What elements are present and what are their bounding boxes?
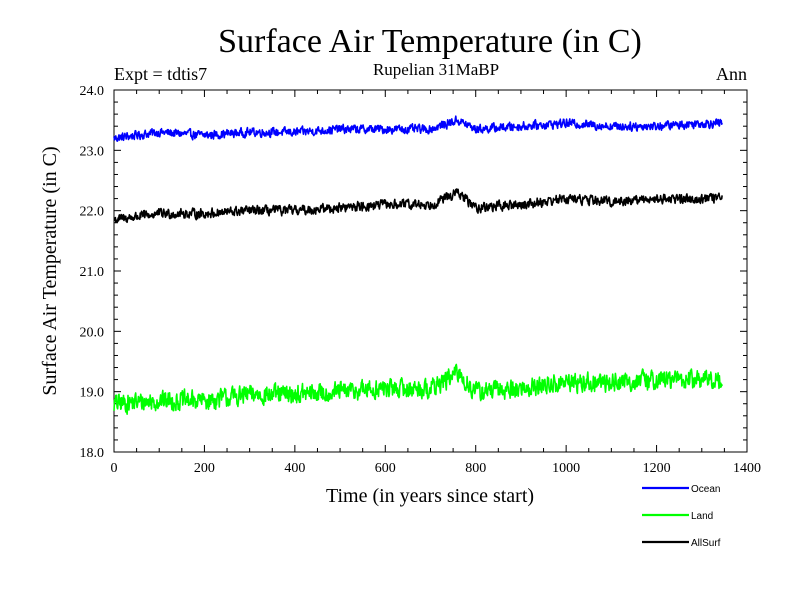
y-tick-label: 23.0 (80, 144, 105, 159)
legend-label-allsurf: AllSurf (691, 538, 721, 549)
chart-title: Surface Air Temperature (in C) (218, 23, 642, 60)
season-label: Ann (716, 64, 747, 84)
x-axis-label: Time (in years since start) (326, 485, 534, 507)
y-tick-label: 22.0 (80, 205, 105, 220)
experiment-label: Expt = tdtis7 (114, 64, 207, 84)
x-tick-label: 800 (465, 461, 486, 476)
y-tick-label: 19.0 (80, 386, 105, 401)
series-layer (113, 115, 723, 416)
y-tick-label: 18.0 (80, 446, 105, 461)
x-tick-label: 200 (194, 461, 215, 476)
y-axis-label: Surface Air Temperature (in C) (39, 146, 61, 395)
x-tick-label: 1400 (733, 461, 761, 476)
x-axis: 0 200 400 600 800 1000 1200 1400 (111, 90, 761, 476)
x-tick-label: 1000 (552, 461, 580, 476)
series-line-land (113, 363, 723, 416)
series-line-ocean (113, 115, 723, 142)
x-tick-label: 400 (284, 461, 305, 476)
legend: Ocean Land AllSurf (642, 484, 721, 549)
x-tick-label: 0 (111, 461, 118, 476)
y-tick-label: 21.0 (80, 265, 105, 280)
y-tick-label: 24.0 (80, 84, 105, 99)
legend-label-land: Land (691, 511, 713, 522)
legend-label-ocean: Ocean (691, 484, 720, 495)
y-tick-label: 20.0 (80, 325, 105, 340)
x-tick-label: 600 (375, 461, 396, 476)
x-tick-label: 1200 (643, 461, 671, 476)
y-axis: 18.0 19.0 20.0 21.0 22.0 23.0 24.0 (80, 84, 747, 461)
series-line-allsurf (113, 188, 723, 224)
chart-subtitle: Rupelian 31MaBP (373, 60, 499, 79)
